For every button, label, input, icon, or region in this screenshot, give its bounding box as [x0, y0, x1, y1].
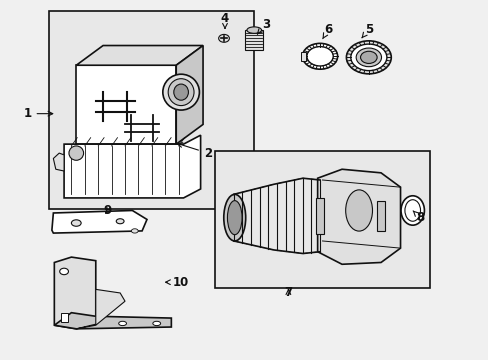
Bar — [61, 313, 68, 321]
Ellipse shape — [227, 201, 242, 235]
Polygon shape — [76, 65, 176, 144]
Ellipse shape — [306, 46, 332, 66]
Ellipse shape — [168, 79, 194, 105]
Text: 7: 7 — [284, 287, 292, 300]
Ellipse shape — [173, 84, 188, 100]
Bar — [49, 12, 254, 209]
Polygon shape — [76, 45, 203, 65]
Ellipse shape — [404, 200, 420, 221]
Polygon shape — [176, 45, 203, 144]
Polygon shape — [54, 257, 96, 329]
Bar — [315, 198, 324, 234]
Ellipse shape — [246, 27, 261, 33]
Ellipse shape — [302, 43, 337, 69]
Text: 4: 4 — [221, 12, 229, 28]
Ellipse shape — [69, 146, 83, 160]
Polygon shape — [317, 169, 400, 264]
Polygon shape — [76, 289, 125, 329]
Ellipse shape — [153, 321, 160, 325]
Ellipse shape — [355, 48, 381, 67]
Ellipse shape — [360, 51, 376, 63]
Text: 6: 6 — [322, 23, 332, 39]
Ellipse shape — [131, 229, 138, 233]
Text: 5: 5 — [361, 23, 372, 38]
Text: 8: 8 — [412, 211, 423, 224]
Ellipse shape — [60, 268, 68, 275]
Polygon shape — [64, 135, 200, 198]
Polygon shape — [53, 153, 64, 171]
Text: 2: 2 — [177, 143, 212, 159]
Ellipse shape — [400, 196, 424, 225]
Ellipse shape — [163, 74, 199, 110]
Text: 1: 1 — [23, 107, 53, 120]
Ellipse shape — [116, 219, 124, 224]
Text: 9: 9 — [103, 204, 112, 217]
Ellipse shape — [218, 35, 229, 42]
Ellipse shape — [224, 194, 245, 241]
Polygon shape — [52, 211, 147, 233]
Bar — [215, 151, 429, 288]
Ellipse shape — [346, 41, 390, 74]
Bar — [300, 52, 306, 60]
Text: 10: 10 — [165, 276, 189, 289]
Ellipse shape — [71, 220, 81, 226]
Bar — [377, 201, 384, 231]
Text: 3: 3 — [257, 18, 270, 34]
Ellipse shape — [345, 190, 372, 231]
Polygon shape — [54, 313, 171, 329]
Ellipse shape — [350, 44, 386, 71]
Bar — [245, 30, 263, 50]
Ellipse shape — [119, 321, 126, 325]
